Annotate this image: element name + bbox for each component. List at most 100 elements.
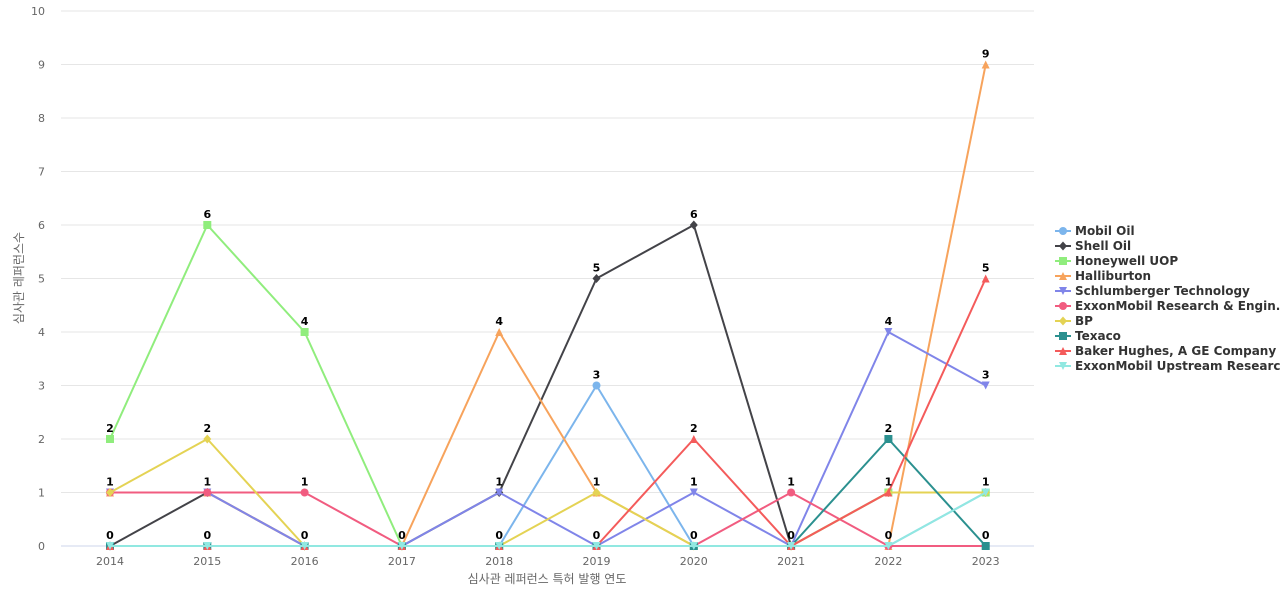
data-point[interactable] xyxy=(689,435,698,443)
x-tick-label: 2022 xyxy=(874,555,902,568)
data-label: 4 xyxy=(301,315,309,328)
legend-label: ExxonMobil Upstream Researc... xyxy=(1075,359,1280,373)
legend-item[interactable]: Shell Oil xyxy=(1055,239,1131,253)
data-label: 0 xyxy=(982,529,990,542)
data-label: 4 xyxy=(495,315,503,328)
data-label: 4 xyxy=(885,315,893,328)
data-label: 0 xyxy=(203,529,211,542)
data-point[interactable] xyxy=(884,488,893,497)
data-point[interactable] xyxy=(981,60,990,69)
data-point[interactable] xyxy=(981,488,990,497)
legend-marker[interactable] xyxy=(1059,302,1067,310)
data-point[interactable] xyxy=(495,488,504,497)
y-tick-label: 0 xyxy=(38,540,45,553)
legend-item[interactable]: Schlumberger Technology xyxy=(1055,284,1250,298)
data-point[interactable] xyxy=(689,220,698,230)
series-line xyxy=(109,63,987,547)
legend-label: BP xyxy=(1075,314,1093,328)
y-tick-label: 7 xyxy=(38,166,45,179)
x-tick-label: 2015 xyxy=(193,555,221,568)
data-point[interactable] xyxy=(689,488,698,497)
data-label: 0 xyxy=(885,529,893,542)
data-point[interactable] xyxy=(106,435,114,443)
data-point[interactable] xyxy=(884,542,893,550)
data-point[interactable] xyxy=(981,381,990,390)
legend-marker[interactable] xyxy=(1059,347,1067,355)
x-tick-label: 2023 xyxy=(972,555,1000,568)
data-point[interactable] xyxy=(495,542,504,550)
legend-marker[interactable] xyxy=(1059,227,1067,235)
legend-marker[interactable] xyxy=(1059,287,1067,295)
y-tick-label: 6 xyxy=(38,219,45,232)
series-3 xyxy=(106,60,990,550)
data-point[interactable] xyxy=(884,435,893,443)
data-point[interactable] xyxy=(787,488,796,497)
data-point[interactable] xyxy=(106,488,114,497)
x-tick-label: 2018 xyxy=(485,555,513,568)
data-label: 1 xyxy=(593,476,601,489)
data-point[interactable] xyxy=(203,434,212,444)
legend-marker[interactable] xyxy=(1059,362,1067,370)
y-axis-title: 심사관 레퍼런스수 xyxy=(12,232,26,324)
series-9 xyxy=(106,488,990,550)
y-tick-label: 1 xyxy=(38,487,45,500)
data-point[interactable] xyxy=(884,328,893,336)
data-label: 0 xyxy=(398,529,406,542)
data-point[interactable] xyxy=(592,542,601,550)
data-point[interactable] xyxy=(203,542,212,550)
data-point[interactable] xyxy=(787,542,796,550)
x-tick-label: 2014 xyxy=(96,555,124,568)
x-tick-label: 2019 xyxy=(583,555,611,568)
legend-item[interactable]: Honeywell UOP xyxy=(1055,254,1178,268)
data-point[interactable] xyxy=(495,328,504,336)
legend-item[interactable]: Texaco xyxy=(1055,329,1121,343)
data-point[interactable] xyxy=(397,542,406,550)
legend-marker[interactable] xyxy=(1059,316,1067,326)
data-label: 1 xyxy=(982,476,990,489)
data-point[interactable] xyxy=(981,542,990,550)
data-label: 1 xyxy=(885,476,893,489)
y-tick-label: 9 xyxy=(38,59,45,72)
y-tick-label: 2 xyxy=(38,433,45,446)
data-label: 0 xyxy=(301,529,309,542)
data-label: 9 xyxy=(982,48,990,61)
data-point[interactable] xyxy=(300,328,309,336)
legend-marker[interactable] xyxy=(1059,257,1067,265)
legend-item[interactable]: Baker Hughes, A GE Company ... xyxy=(1055,344,1280,358)
data-point[interactable] xyxy=(592,274,601,283)
data-label: 3 xyxy=(982,369,990,382)
data-label: 1 xyxy=(301,476,309,489)
legend-item[interactable]: ExxonMobil Upstream Researc... xyxy=(1055,359,1280,373)
y-tick-label: 8 xyxy=(38,112,45,125)
y-tick-label: 4 xyxy=(38,326,45,339)
legend-item[interactable]: Halliburton xyxy=(1055,269,1151,283)
x-tick-label: 2020 xyxy=(680,555,708,568)
series-group xyxy=(106,60,990,551)
data-point[interactable] xyxy=(203,488,212,497)
data-point[interactable] xyxy=(592,381,601,390)
data-point[interactable] xyxy=(592,488,601,497)
data-point[interactable] xyxy=(981,274,990,283)
data-label: 1 xyxy=(787,476,795,489)
legend-marker[interactable] xyxy=(1059,272,1067,280)
legend-label: Texaco xyxy=(1075,329,1121,343)
data-label: 1 xyxy=(203,476,211,489)
data-point[interactable] xyxy=(300,542,309,550)
legend-label: Schlumberger Technology xyxy=(1075,284,1250,298)
legend-marker[interactable] xyxy=(1059,332,1067,340)
legend-item[interactable]: ExxonMobil Research & Engin... xyxy=(1055,299,1280,313)
legend-item[interactable]: BP xyxy=(1055,314,1093,328)
legend-marker[interactable] xyxy=(1059,241,1067,251)
data-point[interactable] xyxy=(300,488,309,497)
data-point[interactable] xyxy=(203,221,212,229)
legend-item[interactable]: Mobil Oil xyxy=(1055,224,1135,238)
data-label: 1 xyxy=(690,476,698,489)
data-point[interactable] xyxy=(689,542,698,550)
data-point[interactable] xyxy=(106,542,114,550)
legend-label: ExxonMobil Research & Engin... xyxy=(1075,299,1280,313)
data-label: 5 xyxy=(593,262,601,275)
